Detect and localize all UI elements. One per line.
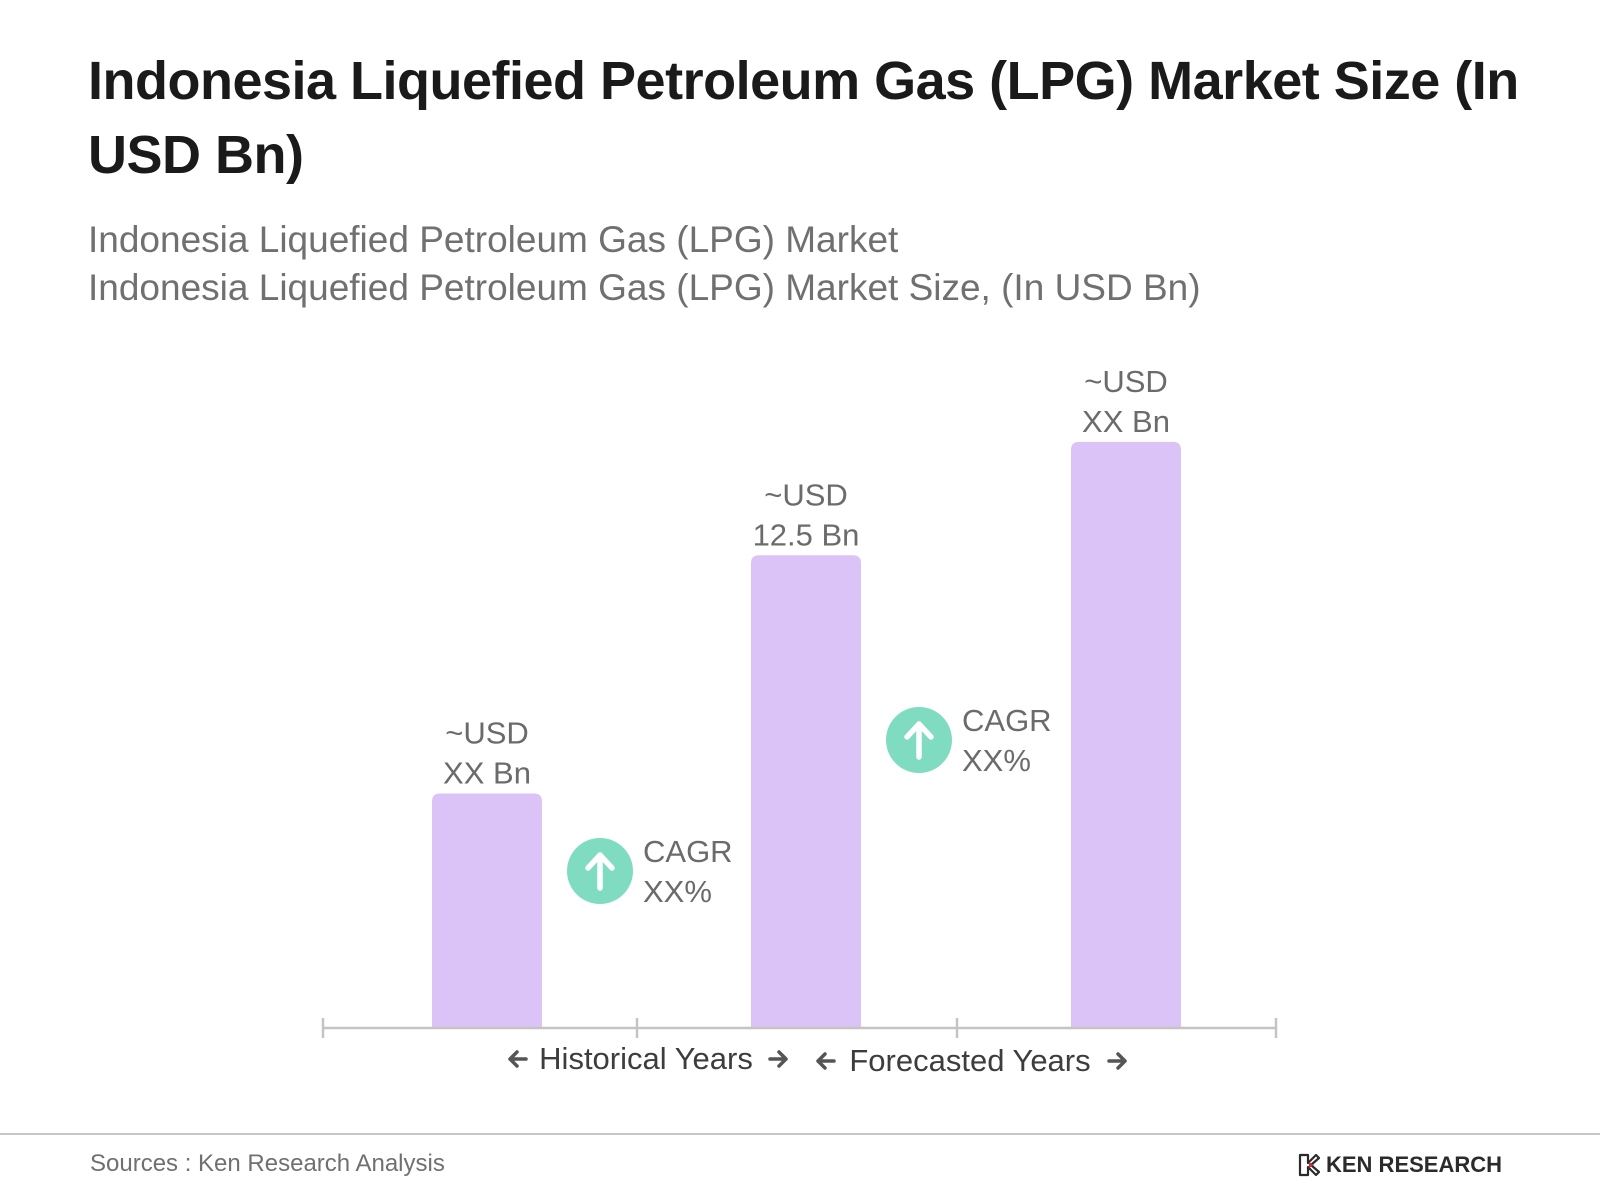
period-1-arrow-left-icon: [508, 1050, 528, 1068]
subtitle-line-1: Indonesia Liquefied Petroleum Gas (LPG) …: [88, 219, 899, 260]
cagr-1-arrow-up-icon: [585, 852, 615, 891]
cagr-2-label: CAGR: [962, 703, 1052, 738]
source-note: Sources : Ken Research Analysis: [90, 1150, 445, 1177]
brand-logo: KEN RESEARCH: [1298, 1152, 1502, 1178]
chart-title: Indonesia Liquefied Petroleum Gas (LPG) …: [88, 51, 1519, 185]
cagr-2-value: XX%: [962, 743, 1031, 778]
brand-name: KEN RESEARCH: [1326, 1152, 1503, 1177]
bar-1-label-line-2: XX Bn: [443, 756, 531, 791]
period-2-arrow-left-icon: [816, 1052, 836, 1070]
bar-3-label-line-2: XX Bn: [1082, 404, 1170, 439]
bar-2: [751, 555, 861, 1028]
bar-1-label-line-1: ~USD: [445, 716, 529, 751]
cagr-1-value: XX%: [643, 874, 712, 909]
period-label-1: Historical Years: [539, 1041, 753, 1076]
cagr-1-label: CAGR: [643, 834, 733, 869]
chart-subtitle: Indonesia Liquefied Petroleum Gas (LPG) …: [88, 216, 1528, 312]
footer-divider: [0, 1133, 1600, 1135]
bar-2-label-line-2: 12.5 Bn: [753, 517, 860, 552]
period-label-2: Forecasted Years: [849, 1043, 1090, 1078]
period-1-arrow-right-icon: [768, 1050, 788, 1068]
bar-3: [1071, 441, 1181, 1028]
period-2-arrow-right-icon: [1107, 1052, 1127, 1070]
cagr-2-arrow-up-icon: [904, 721, 934, 760]
bar-1: [432, 793, 542, 1028]
bar-3-label-line-1: ~USD: [1084, 364, 1168, 399]
subtitle-line-2: Indonesia Liquefied Petroleum Gas (LPG) …: [88, 267, 1201, 308]
ken-research-logo-icon: [1298, 1153, 1320, 1177]
bar-2-label-line-1: ~USD: [764, 477, 848, 512]
